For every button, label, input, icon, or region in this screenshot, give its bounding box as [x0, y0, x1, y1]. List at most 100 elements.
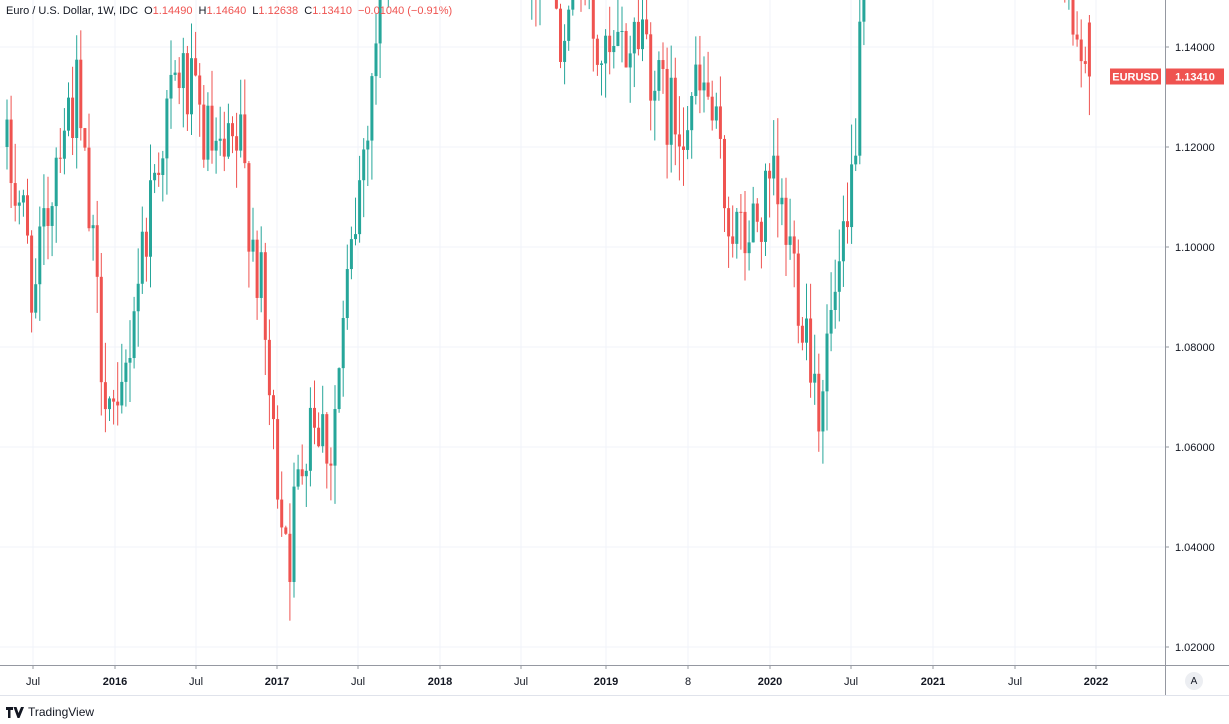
x-tick-label: 2017: [265, 676, 289, 688]
candle-body: [809, 318, 813, 383]
open-value: O1.14490: [144, 5, 193, 17]
candle-body: [206, 105, 210, 160]
candle-body: [50, 206, 54, 226]
candle-body: [591, 0, 595, 39]
candle-body: [296, 469, 300, 487]
candle-body: [272, 395, 275, 420]
change-value: −0.01040 (−0.91%): [358, 5, 453, 17]
candle-body: [768, 170, 772, 179]
candle-body: [317, 427, 321, 447]
tradingview-logo[interactable]: TradingView: [6, 705, 94, 719]
candle-body: [222, 138, 226, 157]
candle-body: [649, 34, 653, 101]
candle-body: [5, 119, 9, 147]
candle-body: [34, 284, 38, 313]
y-tick-label: 1.04000: [1175, 542, 1215, 554]
candle-body: [67, 97, 70, 131]
candle-body: [854, 155, 858, 165]
tag-symbol-label: EURUSD: [1112, 72, 1159, 84]
candle-body: [1075, 34, 1079, 40]
price-axis[interactable]: 1.280001.260001.240001.220001.200001.180…: [1165, 0, 1215, 695]
candle-body: [54, 157, 58, 207]
candle-body: [198, 75, 202, 105]
x-tick-label: Jul: [1008, 676, 1022, 688]
candle-body: [645, 19, 649, 35]
candle-body: [362, 149, 366, 181]
y-tick-label: 1.02000: [1175, 642, 1215, 654]
candle-body: [825, 333, 829, 392]
candle-body: [608, 35, 612, 53]
candle-body: [735, 211, 739, 244]
candle-body: [604, 35, 608, 64]
candle-body: [751, 203, 755, 243]
candle-body: [677, 134, 681, 147]
candle-body: [747, 242, 751, 254]
candle-body: [95, 225, 99, 277]
candle-body: [796, 253, 800, 326]
candle-body: [858, 21, 862, 156]
candle-body: [341, 318, 345, 369]
y-tick-label: 1.06000: [1175, 442, 1215, 454]
x-tick-label: Jul: [844, 676, 858, 688]
candle-body: [136, 283, 140, 312]
candle-body: [792, 236, 796, 254]
candle-body: [739, 211, 743, 213]
candle-body: [764, 170, 767, 242]
candle-body: [850, 164, 854, 228]
candle-body: [772, 155, 776, 179]
candle-body: [641, 19, 644, 50]
candle-body: [321, 414, 325, 447]
candle-body: [690, 95, 694, 131]
candle-body: [263, 252, 267, 340]
candle-body: [165, 98, 169, 159]
candle-body: [374, 43, 378, 77]
candle-body: [42, 208, 46, 227]
candle-body: [354, 234, 357, 240]
candle-body: [214, 140, 218, 151]
candle-body: [706, 82, 710, 97]
candle-body: [829, 309, 833, 334]
candle-body: [210, 105, 214, 151]
candle-body: [173, 72, 177, 75]
candle-body: [1079, 39, 1083, 62]
x-tick-label: 2021: [921, 676, 945, 688]
candle-body: [71, 97, 75, 139]
candle-body: [194, 58, 198, 76]
candle-body: [694, 64, 698, 96]
candle-body: [103, 382, 107, 410]
candle-body: [267, 339, 271, 396]
candle-body: [58, 157, 62, 159]
candle-body: [181, 53, 185, 89]
candle-body: [292, 486, 296, 582]
high-value: H1.14640: [198, 5, 247, 17]
candle-body: [731, 236, 735, 244]
candle-body: [308, 407, 312, 471]
candle-body: [1071, 0, 1075, 35]
candle-body: [563, 40, 567, 62]
candle-body: [62, 130, 66, 159]
candle-body: [157, 172, 161, 175]
candle-body: [554, 0, 558, 9]
candle-body: [727, 208, 731, 237]
symbol-title: Euro / U.S. Dollar, 1W, IDC: [6, 5, 139, 17]
candle-body: [185, 53, 189, 115]
candle-body: [837, 261, 841, 292]
y-tick-label: 1.10000: [1175, 242, 1215, 254]
candle-body: [833, 291, 837, 310]
candle-body: [710, 96, 714, 121]
candle-body: [673, 77, 677, 135]
last-price-tag: EURUSD 1.13410: [1110, 68, 1224, 85]
candle-body: [30, 235, 34, 313]
candle-series: [5, 0, 1091, 621]
candle-body: [759, 221, 763, 242]
tag-symbol-bg: [1110, 68, 1161, 85]
candle-body: [128, 358, 132, 363]
auto-scale-button[interactable]: A: [1185, 672, 1203, 690]
candle-body: [149, 180, 152, 257]
candle-body: [366, 140, 370, 150]
candle-body: [349, 239, 353, 270]
candle-body: [239, 114, 243, 151]
time-axis[interactable]: Jul 2016 Jul 2017 Jul 2018 Jul 2019 8 2020 Jul 2021…: [0, 665, 1229, 696]
candle-body: [153, 172, 157, 181]
